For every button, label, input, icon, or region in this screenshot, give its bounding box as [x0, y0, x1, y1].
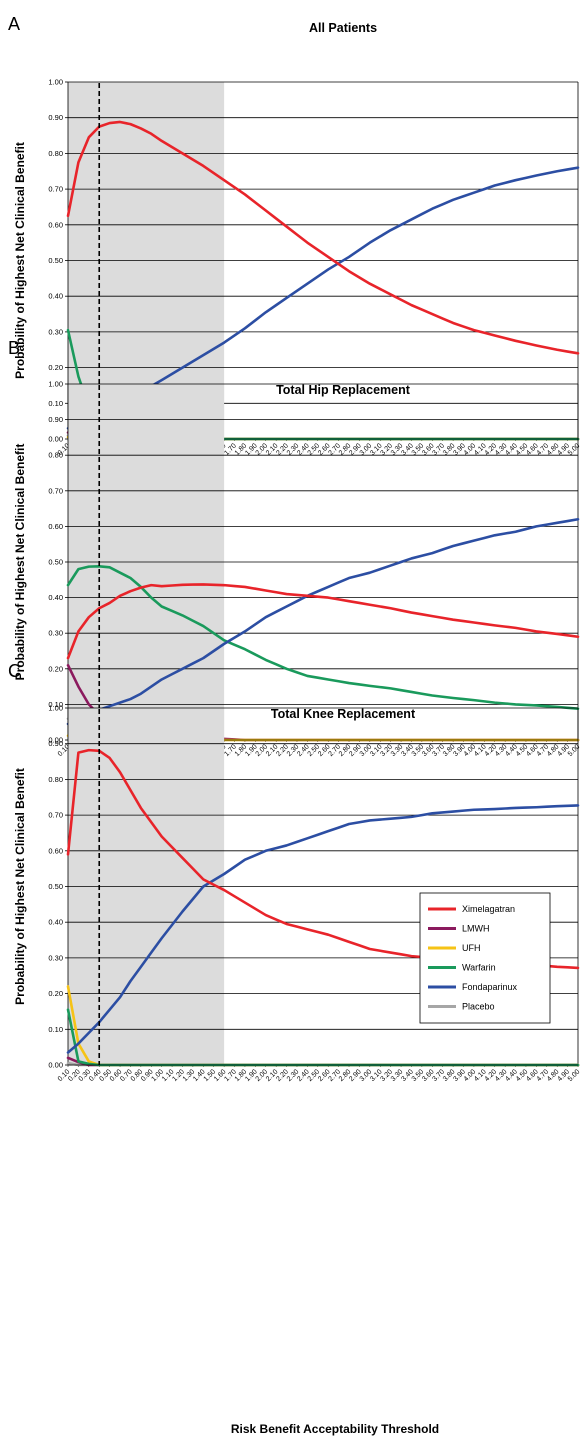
x-axis-label: Risk Benefit Acceptability Threshold — [231, 1422, 439, 1436]
y-tick-label: 0.00 — [48, 736, 63, 745]
y-tick-label: 0.90 — [48, 739, 63, 748]
chart-title: All Patients — [309, 21, 377, 35]
legend-box — [419, 892, 551, 1024]
y-tick-label: 0.60 — [48, 846, 63, 855]
y-tick-label: 0.30 — [48, 953, 63, 962]
y-tick-label: 0.00 — [48, 435, 63, 444]
legend-label-warfarin: Warfarin — [462, 963, 496, 973]
y-tick-label: 0.70 — [48, 486, 63, 495]
chart-title: Total Knee Replacement — [271, 707, 416, 721]
legend-label-ufh: UFH — [462, 943, 481, 953]
y-tick-label: 0.50 — [48, 558, 63, 567]
legend-label-fondaparinux: Fondaparinux — [462, 982, 518, 992]
y-tick-label: 0.30 — [48, 629, 63, 638]
legend: Ximelagatran LMWH UFH Warfarin Fondaparinux P… — [419, 892, 551, 1024]
y-tick-label: 0.60 — [48, 522, 63, 531]
legend-label-placebo: Placebo — [462, 1002, 495, 1012]
y-tick-label: 0.40 — [48, 918, 63, 927]
series-line-ximelagatran — [66, 120, 580, 355]
series-line-fondaparinux — [66, 804, 580, 1054]
x-tick-label: 5.00 — [567, 1068, 581, 1083]
chart-panel-c: C Total Knee Replacement 0.00 0.10 0.20 0.30 0… — [8, 661, 581, 1436]
series-line-ximelagatran — [66, 583, 580, 660]
y-tick-label: 0.90 — [48, 415, 63, 424]
panel-letter: A — [8, 14, 20, 34]
y-tick-label: 0.00 — [48, 1061, 63, 1070]
y-tick-label: 0.40 — [48, 292, 63, 301]
y-tick-label: 0.10 — [48, 1025, 63, 1034]
chart-title: Total Hip Replacement — [276, 383, 411, 397]
panel-letter: B — [8, 338, 20, 358]
x-tick-label: 5.00 — [567, 743, 581, 758]
y-tick-label: 0.80 — [48, 149, 63, 158]
series-line-fondaparinux — [66, 517, 580, 726]
y-tick-label: 0.80 — [48, 451, 63, 460]
y-tick-label: 1.00 — [48, 704, 63, 713]
y-tick-label: 0.80 — [48, 775, 63, 784]
y-tick-label: 0.60 — [48, 220, 63, 229]
y-tick-label: 0.10 — [48, 399, 63, 408]
y-tick-label: 0.40 — [48, 593, 63, 602]
y-axis-label: Probability of Highest Net Clinical Bene… — [13, 768, 27, 1005]
y-axis-label: Probability of Highest Net Clinical Bene… — [13, 444, 27, 681]
y-tick-label: 1.00 — [48, 78, 63, 87]
legend-label-lmwh: LMWH — [462, 924, 490, 934]
y-axis-label: Probability of Highest Net Clinical Bene… — [13, 142, 27, 379]
series-line-warfarin — [66, 564, 580, 710]
y-tick-label: 0.70 — [48, 811, 63, 820]
panel-letter: C — [8, 661, 21, 681]
y-tick-label: 0.30 — [48, 327, 63, 336]
y-tick-label: 0.10 — [48, 700, 63, 709]
chart-panel-b: B Total Hip Replacement 0.00 0.10 0.20 0.30 0.… — [8, 338, 581, 758]
y-tick-label: 1.00 — [48, 380, 63, 389]
y-tick-label: 0.20 — [48, 664, 63, 673]
y-tick-label: 0.50 — [48, 882, 63, 891]
y-tick-label: 0.20 — [48, 363, 63, 372]
y-tick-label: 0.20 — [48, 989, 63, 998]
y-tick-label: 0.90 — [48, 113, 63, 122]
y-tick-label: 0.70 — [48, 185, 63, 194]
y-tick-label: 0.50 — [48, 256, 63, 265]
legend-label-ximelagatran: Ximelagatran — [462, 904, 515, 914]
